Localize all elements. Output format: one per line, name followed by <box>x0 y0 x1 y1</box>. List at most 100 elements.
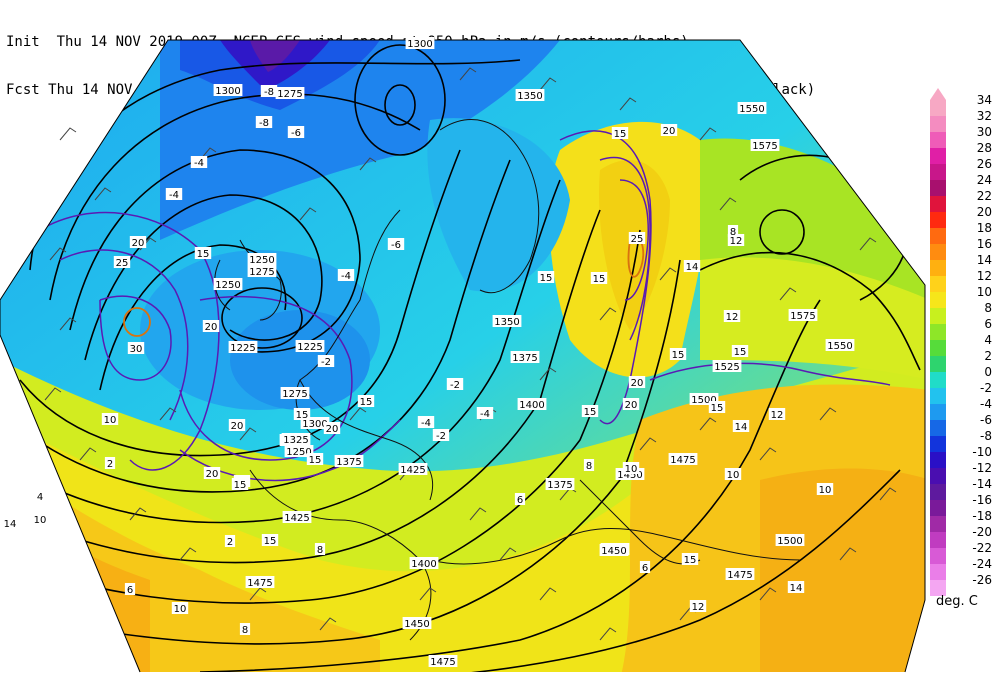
height-contour-label: 1225 <box>228 341 258 354</box>
wind-barbs <box>44 67 897 641</box>
wind-contour-label: 20 <box>628 376 646 389</box>
colorbar-level-label: -16 <box>972 493 992 507</box>
colorbar-level-label: -10 <box>972 445 992 459</box>
colorbar-swatch <box>930 420 946 436</box>
height-contour-label: 1525 <box>712 360 742 373</box>
temperature-contour-label: -8 <box>260 85 278 98</box>
temperature-contour-label: 10 <box>622 462 640 475</box>
svg-text:12: 12 <box>730 236 743 247</box>
svg-text:1375: 1375 <box>547 480 572 491</box>
svg-text:1475: 1475 <box>727 570 752 581</box>
height-contour-label: 1250 <box>284 445 314 458</box>
colorbar-swatch <box>930 308 946 324</box>
temperature-contour-label: 8 <box>583 459 595 472</box>
svg-text:1550: 1550 <box>739 104 764 115</box>
svg-text:1400: 1400 <box>411 559 436 570</box>
svg-text:14: 14 <box>686 262 699 273</box>
svg-text:1375: 1375 <box>336 457 361 468</box>
svg-text:6: 6 <box>127 585 133 596</box>
temperature-contour-label: 6 <box>124 583 136 596</box>
colorbar-swatch <box>930 436 946 452</box>
temperature-contour-label: -4 <box>337 269 355 282</box>
svg-text:15: 15 <box>593 274 606 285</box>
temperature-contour-label: 12 <box>689 600 707 613</box>
svg-text:15: 15 <box>540 273 553 284</box>
svg-text:1500: 1500 <box>691 395 716 406</box>
svg-text:1500: 1500 <box>777 536 802 547</box>
colorbar-level-label: 8 <box>984 301 992 315</box>
wind-contour-label: 15 <box>611 127 629 140</box>
colorbar-level-label: -26 <box>972 573 992 587</box>
svg-text:14: 14 <box>735 422 748 433</box>
svg-text:1225: 1225 <box>230 343 255 354</box>
wind-contour-label: 15 <box>293 408 311 421</box>
colorbar-level-label: -20 <box>972 525 992 539</box>
svg-text:-8: -8 <box>264 87 274 98</box>
wind-contour-label: 10 <box>101 413 119 426</box>
svg-text:10: 10 <box>34 515 47 526</box>
svg-text:-8: -8 <box>259 118 269 129</box>
colorbar-swatch <box>930 484 946 500</box>
svg-text:1275: 1275 <box>277 89 302 100</box>
svg-text:10: 10 <box>727 470 740 481</box>
svg-text:1575: 1575 <box>752 141 777 152</box>
svg-text:20: 20 <box>631 378 644 389</box>
temperature-contour-label: 14 <box>732 420 750 433</box>
colorbar-level-label: 10 <box>977 285 992 299</box>
height-contour-label: 1475 <box>668 453 698 466</box>
colorbar-level-label: -24 <box>972 557 992 571</box>
svg-text:-4: -4 <box>421 418 431 429</box>
wind-contour-label: 15 <box>306 453 324 466</box>
svg-text:8: 8 <box>242 625 248 636</box>
svg-text:20: 20 <box>206 469 219 480</box>
svg-text:1250: 1250 <box>286 447 311 458</box>
height-contour-label: 1450 <box>599 544 629 557</box>
temperature-contour-label: -6 <box>287 126 305 139</box>
wind-contour-label: 15 <box>731 345 749 358</box>
svg-text:12: 12 <box>692 602 705 613</box>
wind-contour-label: 15 <box>194 247 212 260</box>
svg-text:1425: 1425 <box>284 513 309 524</box>
temperature-contour-label: 8 <box>239 623 251 636</box>
svg-text:10: 10 <box>819 485 832 496</box>
svg-text:8: 8 <box>586 461 592 472</box>
height-contour-label: 1275 <box>247 265 277 278</box>
svg-text:1300: 1300 <box>302 419 327 430</box>
svg-text:-2: -2 <box>450 380 460 391</box>
svg-text:4: 4 <box>37 492 43 503</box>
colorbar-swatch <box>930 532 946 548</box>
colorbar-swatch <box>930 324 946 340</box>
temperature-contour-label: 10 <box>816 483 834 496</box>
svg-text:-6: -6 <box>391 240 401 251</box>
colorbar-swatch <box>930 500 946 516</box>
height-contour-label: 1375 <box>334 455 364 468</box>
wind-contour-label: 15 <box>537 271 555 284</box>
height-contour-label: 1550 <box>737 102 767 115</box>
svg-text:15: 15 <box>711 403 724 414</box>
svg-text:1475: 1475 <box>247 578 272 589</box>
svg-text:2: 2 <box>227 537 233 548</box>
svg-text:1300: 1300 <box>407 39 432 50</box>
colorbar-level-label: -2 <box>980 381 992 395</box>
svg-text:25: 25 <box>631 234 644 245</box>
wind-contour-label: 20 <box>129 236 147 249</box>
svg-text:20: 20 <box>231 421 244 432</box>
contour-labels: 1300127513001250122513251250127512501225… <box>1 37 855 668</box>
temperature-contour-label: 12 <box>768 408 786 421</box>
colorbar-level-label: 18 <box>977 221 992 235</box>
svg-text:10: 10 <box>174 604 187 615</box>
svg-text:-4: -4 <box>169 190 179 201</box>
colorbar-swatch <box>930 132 946 148</box>
height-contour-label: 1550 <box>825 339 855 352</box>
svg-text:1450: 1450 <box>601 546 626 557</box>
wind-contour-label: 15 <box>669 348 687 361</box>
svg-text:1275: 1275 <box>282 389 307 400</box>
height-contour-label: 1250 <box>213 278 243 291</box>
colorbar-level-label: 22 <box>977 189 992 203</box>
temperature-contour-label: -2 <box>317 355 335 368</box>
height-contour-label: 1475 <box>428 655 458 668</box>
colorbar-level-label: 20 <box>977 205 992 219</box>
colorbar-swatch <box>930 372 946 388</box>
svg-text:15: 15 <box>734 347 747 358</box>
svg-text:30: 30 <box>130 344 143 355</box>
